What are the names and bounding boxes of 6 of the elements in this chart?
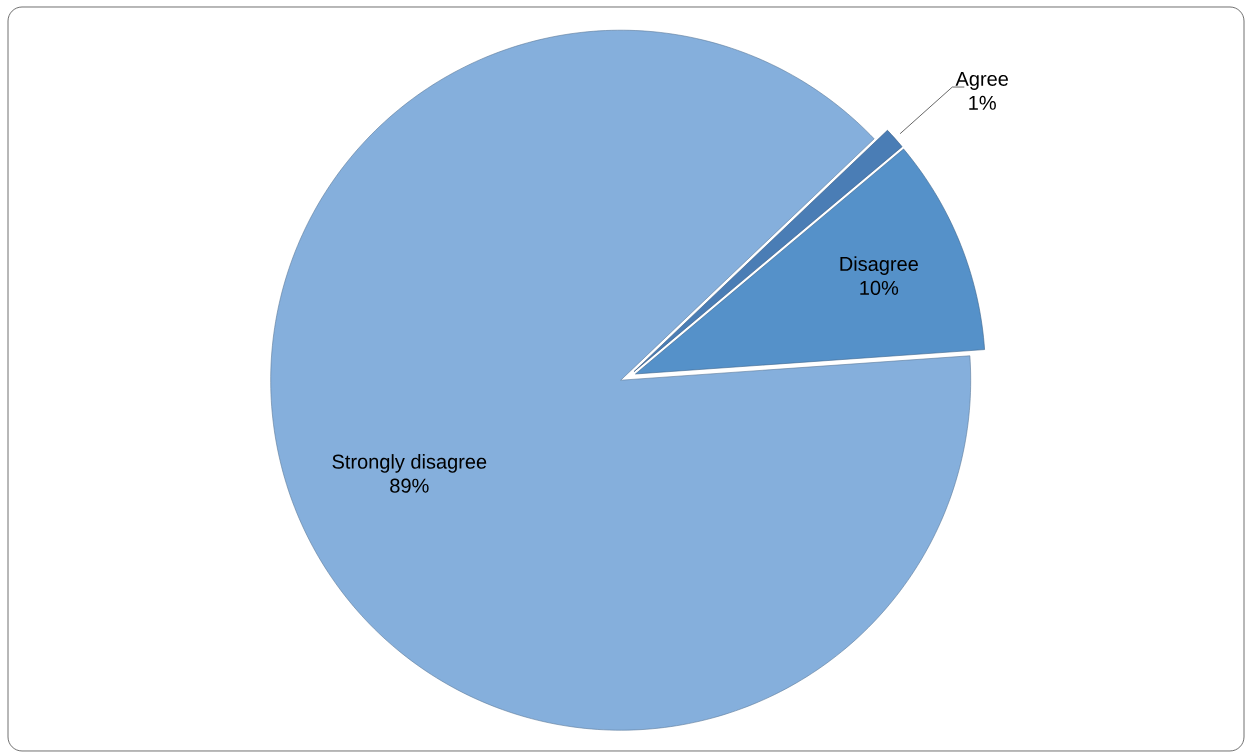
data-label: 1%	[969, 95, 996, 110]
slice-label: Agree	[955, 71, 1008, 90]
slice-label: Strongly disagree	[332, 454, 487, 473]
data-label: 10%	[860, 280, 899, 295]
slice-label: Disagree	[840, 256, 918, 275]
data-label: 89%	[390, 478, 429, 493]
